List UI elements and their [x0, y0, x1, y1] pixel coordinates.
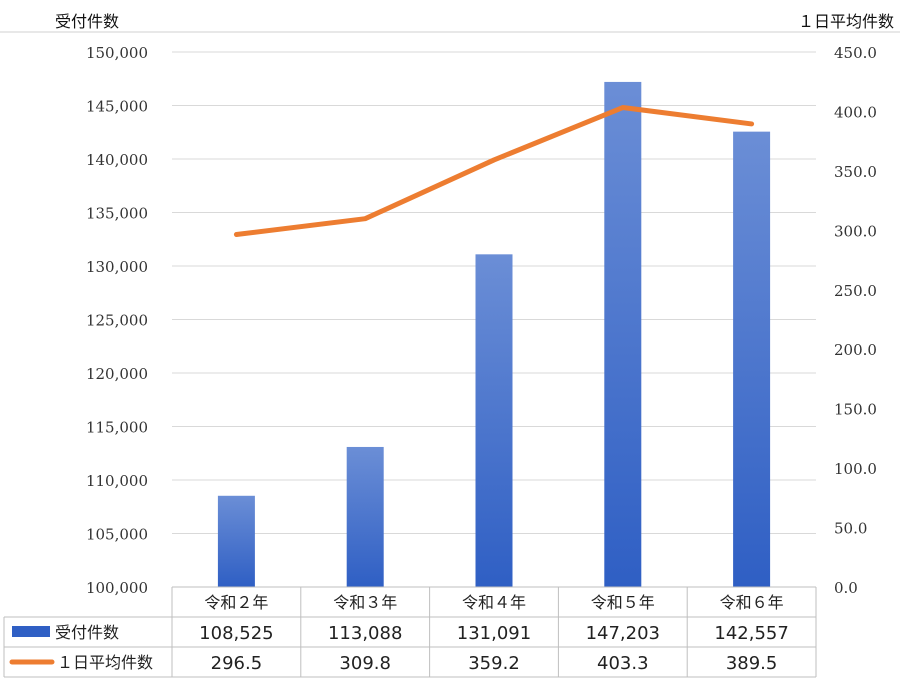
- right-tick-label: 350.0: [834, 163, 877, 181]
- right-tick-label: 450.0: [834, 44, 877, 62]
- left-tick-label: 135,000: [86, 205, 148, 223]
- table-value-bars: 142,557: [714, 623, 788, 644]
- line-series: [233, 105, 755, 237]
- table-value-line: 403.3: [597, 653, 649, 674]
- legend-label-line: １日平均件数: [57, 653, 153, 672]
- right-tick-label: 400.0: [834, 103, 877, 121]
- category-label: 令和３年: [333, 593, 397, 612]
- category-label: 令和６年: [720, 593, 784, 612]
- left-tick-label: 130,000: [86, 258, 148, 276]
- line-point: [750, 122, 754, 126]
- left-axis-title: 受付件数: [55, 12, 120, 31]
- right-tick-label: 0.0: [834, 579, 858, 597]
- line-point: [234, 232, 238, 236]
- table-value-line: 296.5: [211, 653, 263, 674]
- left-tick-label: 110,000: [86, 472, 148, 490]
- right-tick-label: 100.0: [834, 460, 877, 478]
- category-label: 令和２年: [204, 593, 268, 612]
- legend-label-bars: 受付件数: [55, 623, 119, 642]
- table-value-line: 359.2: [468, 653, 520, 674]
- table-value-bars: 131,091: [457, 623, 531, 644]
- left-tick-label: 150,000: [86, 44, 148, 62]
- category-label: 令和５年: [591, 593, 655, 612]
- legend-key-bars: [12, 626, 50, 637]
- category-label: 令和４年: [462, 593, 526, 612]
- right-axis-title: １日平均件数: [797, 12, 894, 31]
- right-tick-label: 300.0: [834, 222, 877, 240]
- left-tick-label: 120,000: [86, 365, 148, 383]
- left-tick-label: 125,000: [86, 312, 148, 330]
- bar: [217, 495, 255, 587]
- line-point: [621, 106, 625, 110]
- right-tick-label: 150.0: [834, 401, 877, 419]
- left-tick-label: 145,000: [86, 98, 148, 116]
- left-tick-label: 100,000: [86, 579, 148, 597]
- bar: [604, 81, 642, 587]
- left-tick-label: 115,000: [86, 419, 148, 437]
- bar: [475, 254, 513, 587]
- right-tick-label: 50.0: [834, 520, 867, 538]
- line-point: [492, 158, 496, 162]
- bar: [733, 131, 771, 587]
- table-value-bars: 113,088: [328, 623, 402, 644]
- table-value-line: 309.8: [339, 653, 391, 674]
- right-tick-label: 250.0: [834, 282, 877, 300]
- left-tick-label: 140,000: [86, 151, 148, 169]
- table-value-line: 389.5: [726, 653, 778, 674]
- left-tick-label: 105,000: [86, 526, 148, 544]
- table-value-bars: 108,525: [199, 623, 273, 644]
- right-tick-label: 200.0: [834, 341, 877, 359]
- table-value-bars: 147,203: [586, 623, 660, 644]
- bar: [346, 446, 384, 587]
- line-point: [363, 217, 367, 221]
